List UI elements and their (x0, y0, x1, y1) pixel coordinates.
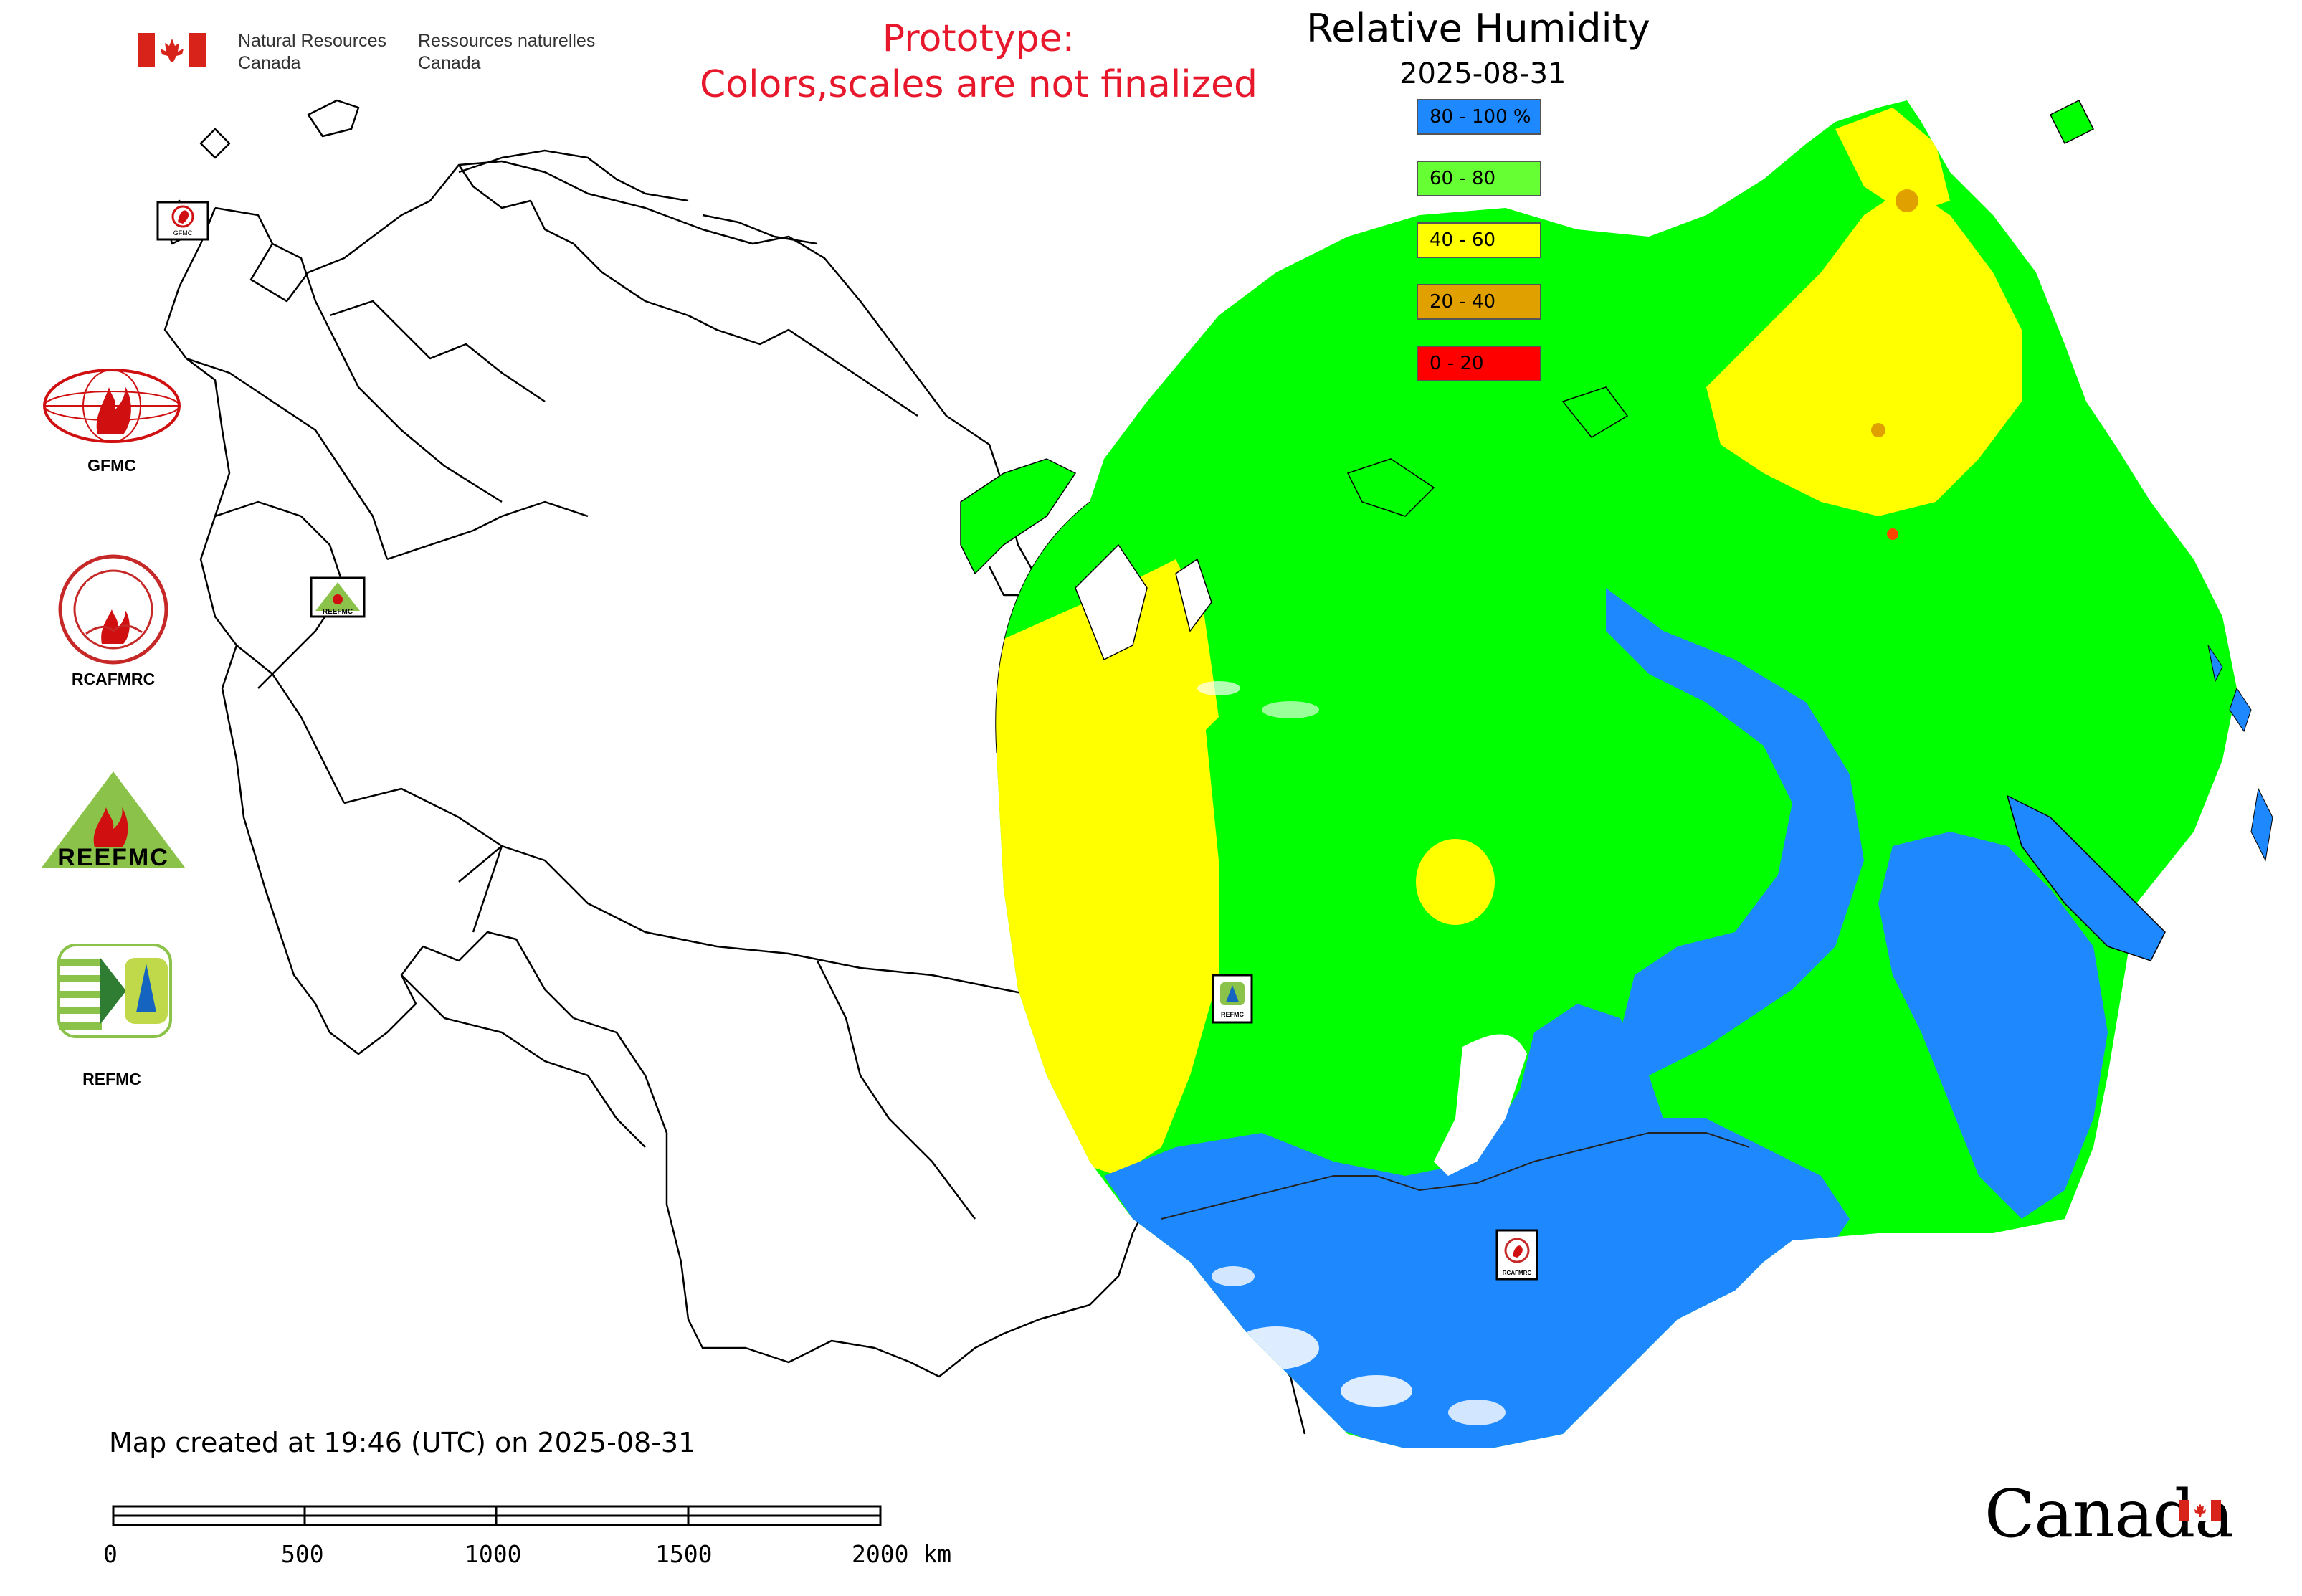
scale-tick-1000: 1000 (465, 1540, 522, 1568)
refmc-label: REFMC (82, 1070, 141, 1088)
refmc-logo (57, 944, 172, 1038)
map-title: Relative Humidity (1306, 6, 1650, 51)
arctic-islands (960, 99, 2095, 575)
map-logo-rcafmrc-label: RCAFMRC (1503, 1270, 1532, 1276)
map-logo-gfmc (156, 201, 209, 241)
nrcan-name-en: Natural Resources Canada (238, 31, 387, 73)
legend-item-20-40: 20 - 40 (1417, 284, 1541, 320)
island-sakhalin (2006, 794, 2166, 961)
map-created-timestamp: Map created at 19:46 (UTC) on 2025-08-31 (109, 1427, 696, 1458)
legend-item-0-20: 0 - 20 (1417, 346, 1541, 381)
map-logo-rcafmrc (1495, 1229, 1538, 1281)
gfmc-label: GFMC (87, 456, 136, 475)
reefmc-logo (37, 767, 189, 875)
reefmc-label: REEFMC (57, 844, 169, 871)
legend-item-80-100: 80 - 100 % (1417, 99, 1541, 135)
map-logo-reefmc (310, 576, 366, 618)
map-logo-refmc-label: REFMC (1221, 1011, 1244, 1018)
rcafmrc-label: RCAFMRC (71, 670, 156, 688)
scale-tick-0: 0 (103, 1540, 118, 1568)
legend-item-60-80: 60 - 80 (1417, 161, 1541, 196)
scale-bar (112, 1505, 882, 1526)
scale-tick-2000-km: 2000 km (852, 1540, 952, 1568)
map-logo-gfmc-label: GFMC (173, 229, 193, 237)
scale-tick-1500: 1500 (655, 1540, 713, 1568)
legend-item-40-60: 40 - 60 (1417, 222, 1541, 258)
map-logo-refmc (1212, 974, 1253, 1024)
kamchatka-fragments (2207, 645, 2273, 862)
scale-tick-500: 500 (281, 1540, 324, 1568)
nrcan-name-fr: Ressources naturelles Canada (418, 31, 596, 73)
country-boundaries-west (163, 99, 1306, 1435)
canada-wordmark-flag-icon (2179, 1500, 2221, 1521)
map-date: 2025-08-31 (1399, 57, 1566, 90)
map-logo-reefmc-label: REEFMC (323, 608, 353, 616)
coastline-features (1075, 543, 1212, 661)
rcafmrc-logo (57, 554, 169, 665)
southern-border (1161, 1132, 1750, 1220)
gfmc-logo (40, 366, 184, 452)
canada-flag-icon (138, 33, 206, 67)
prototype-notice: Prototype: Colors,scales are not finaliz… (699, 17, 1258, 106)
humidity-coverage (995, 100, 2237, 1448)
